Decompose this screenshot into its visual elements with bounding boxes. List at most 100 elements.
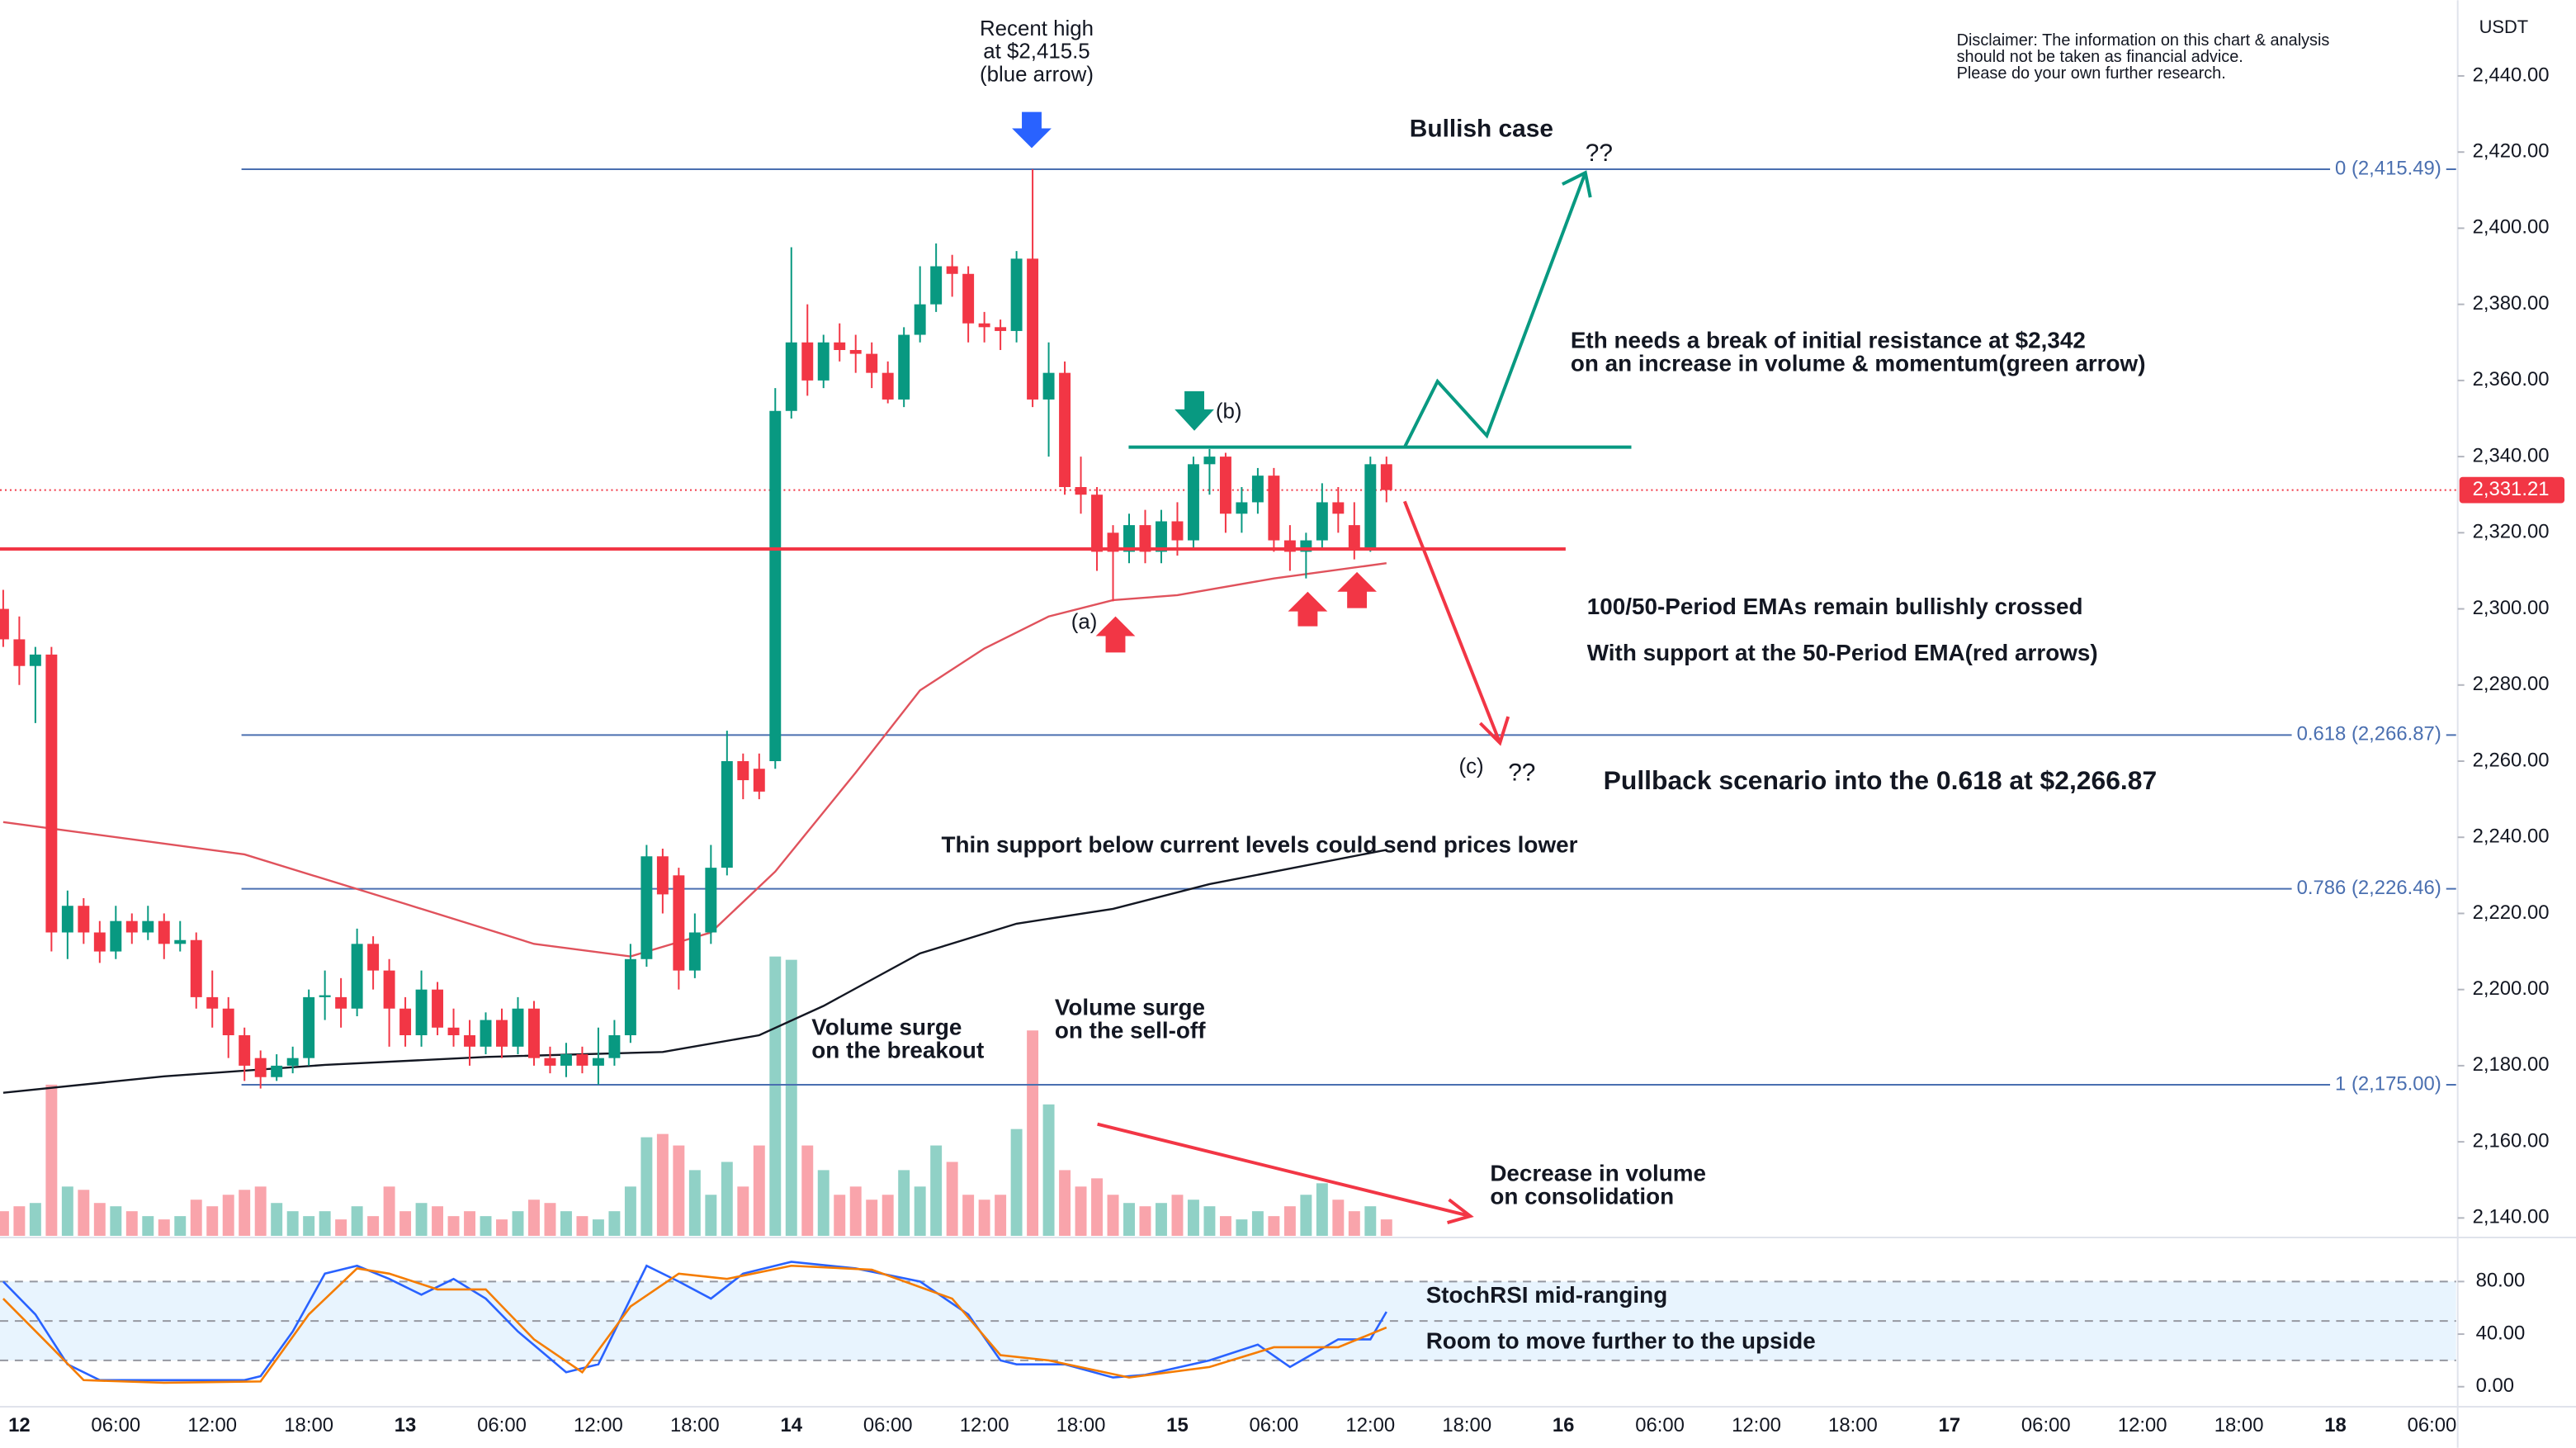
candle-body (303, 996, 315, 1058)
volume-bar (769, 956, 782, 1237)
fib-label: 0.786 (2,226.46) (2297, 877, 2441, 899)
x-tick-label: 12:00 (1732, 1414, 1781, 1436)
fib-label-bg (2291, 722, 2446, 745)
bullish-arrow (1403, 172, 1587, 448)
volume-bar (1268, 1216, 1280, 1237)
candle-body (447, 1027, 460, 1036)
x-tick-label: 06:00 (91, 1414, 140, 1436)
candle-body (271, 1065, 283, 1077)
volume-bar (882, 1195, 894, 1237)
pullback-arrow (1402, 500, 1502, 744)
annotation: Room to move further to the upside (1426, 1328, 1816, 1354)
candle-body (849, 349, 862, 354)
volume-bar (351, 1206, 363, 1237)
candle-body (1251, 476, 1264, 503)
annotation: on consolidation (1490, 1184, 1674, 1209)
annotation: 100/50-Period EMAs remain bullishly cros… (1587, 594, 2083, 619)
annotation: (a) (1071, 610, 1098, 633)
volume-bar (801, 1145, 814, 1237)
candle-body (286, 1058, 299, 1066)
volume-bar (1380, 1219, 1392, 1237)
volume-bar (78, 1190, 90, 1237)
candle-body (753, 769, 765, 792)
volume-bar (834, 1195, 846, 1237)
volume-bar (1075, 1186, 1087, 1237)
volume-bar (817, 1170, 830, 1237)
candle-body (528, 1008, 540, 1058)
annotation: on the sell-off (1055, 1018, 1206, 1043)
x-tick-label: 14 (780, 1414, 802, 1436)
y-tick-label: 2,300.00 (2473, 597, 2550, 619)
candle-body (29, 654, 41, 666)
candle-body (1027, 258, 1039, 400)
volume-arrow-head (1447, 1198, 1474, 1225)
y-tick-label: 2,360.00 (2473, 368, 2550, 390)
bullish-arrow-head (1562, 170, 1592, 198)
candle-body (882, 372, 894, 400)
candle-body (222, 1008, 234, 1036)
x-tick-label: 18 (2324, 1414, 2347, 1436)
candle-body (1268, 476, 1280, 541)
candle-body (78, 906, 90, 933)
candle-body (158, 920, 170, 944)
volume-bar (1251, 1211, 1264, 1237)
volume-bar (13, 1206, 26, 1237)
candle-body (1139, 525, 1151, 552)
annotation: Decrease in volume (1490, 1161, 1706, 1186)
x-tick-label: 12:00 (1345, 1414, 1395, 1436)
y-tick-label: 2,340.00 (2473, 444, 2550, 466)
volume-bar (61, 1186, 73, 1237)
candle-body (1219, 457, 1231, 514)
volume-bar (1171, 1195, 1184, 1237)
volume-bar (254, 1186, 267, 1237)
y-tick-label: 2,380.00 (2473, 292, 2550, 315)
candle-body (1059, 372, 1071, 487)
volume-bar (898, 1170, 910, 1237)
volume-bar (544, 1203, 556, 1237)
volume-bar (914, 1186, 926, 1237)
volume-bar (656, 1133, 669, 1237)
volume-bar (367, 1216, 380, 1237)
candle-body (480, 1020, 492, 1047)
candle-body (1364, 464, 1377, 548)
x-tick-label: 12:00 (574, 1414, 623, 1436)
volume-bar (335, 1219, 347, 1237)
volume-bar (45, 1084, 58, 1237)
volume-bar (640, 1137, 653, 1237)
candle-body (0, 608, 9, 640)
volume-bar (1059, 1170, 1071, 1237)
volume-bar (239, 1190, 251, 1237)
annotation: Recent high (980, 17, 1094, 40)
candle-body (1010, 258, 1023, 331)
candle-body (1187, 464, 1199, 541)
volume-bar (1348, 1211, 1360, 1237)
volume-bar (1364, 1206, 1377, 1237)
x-tick-label: 18:00 (2214, 1414, 2264, 1436)
y-tick-label: 2,180.00 (2473, 1053, 2550, 1076)
volume-bar (480, 1216, 492, 1237)
annotation: (b) (1216, 400, 1242, 424)
blue-arrow (1012, 111, 1052, 149)
y-tick-label: 2,440.00 (2473, 64, 2550, 86)
candle-body (544, 1058, 556, 1066)
candle-body (914, 304, 926, 335)
candle-body (801, 342, 814, 381)
x-tick-label: 12 (8, 1414, 31, 1436)
volume-bar (721, 1162, 733, 1237)
volume-bar (705, 1195, 717, 1237)
volume-bar (1283, 1206, 1296, 1237)
candle-body (496, 1020, 508, 1047)
annotations: Recent high at $2,415.5 (blue arrow) Bul… (811, 17, 2528, 1354)
annotation: StochRSI mid-ranging (1426, 1282, 1668, 1308)
last-price-label: 2,331.21 (2473, 478, 2550, 500)
candle-body (1156, 521, 1167, 552)
candle-body (834, 342, 846, 350)
disclaimer: Please do your own further research. (1957, 64, 2226, 83)
volume-bar (1316, 1183, 1328, 1237)
volume-bar (399, 1211, 412, 1237)
candle-body (624, 958, 636, 1036)
volume-bar (1332, 1200, 1345, 1237)
candle-body (464, 1035, 475, 1047)
